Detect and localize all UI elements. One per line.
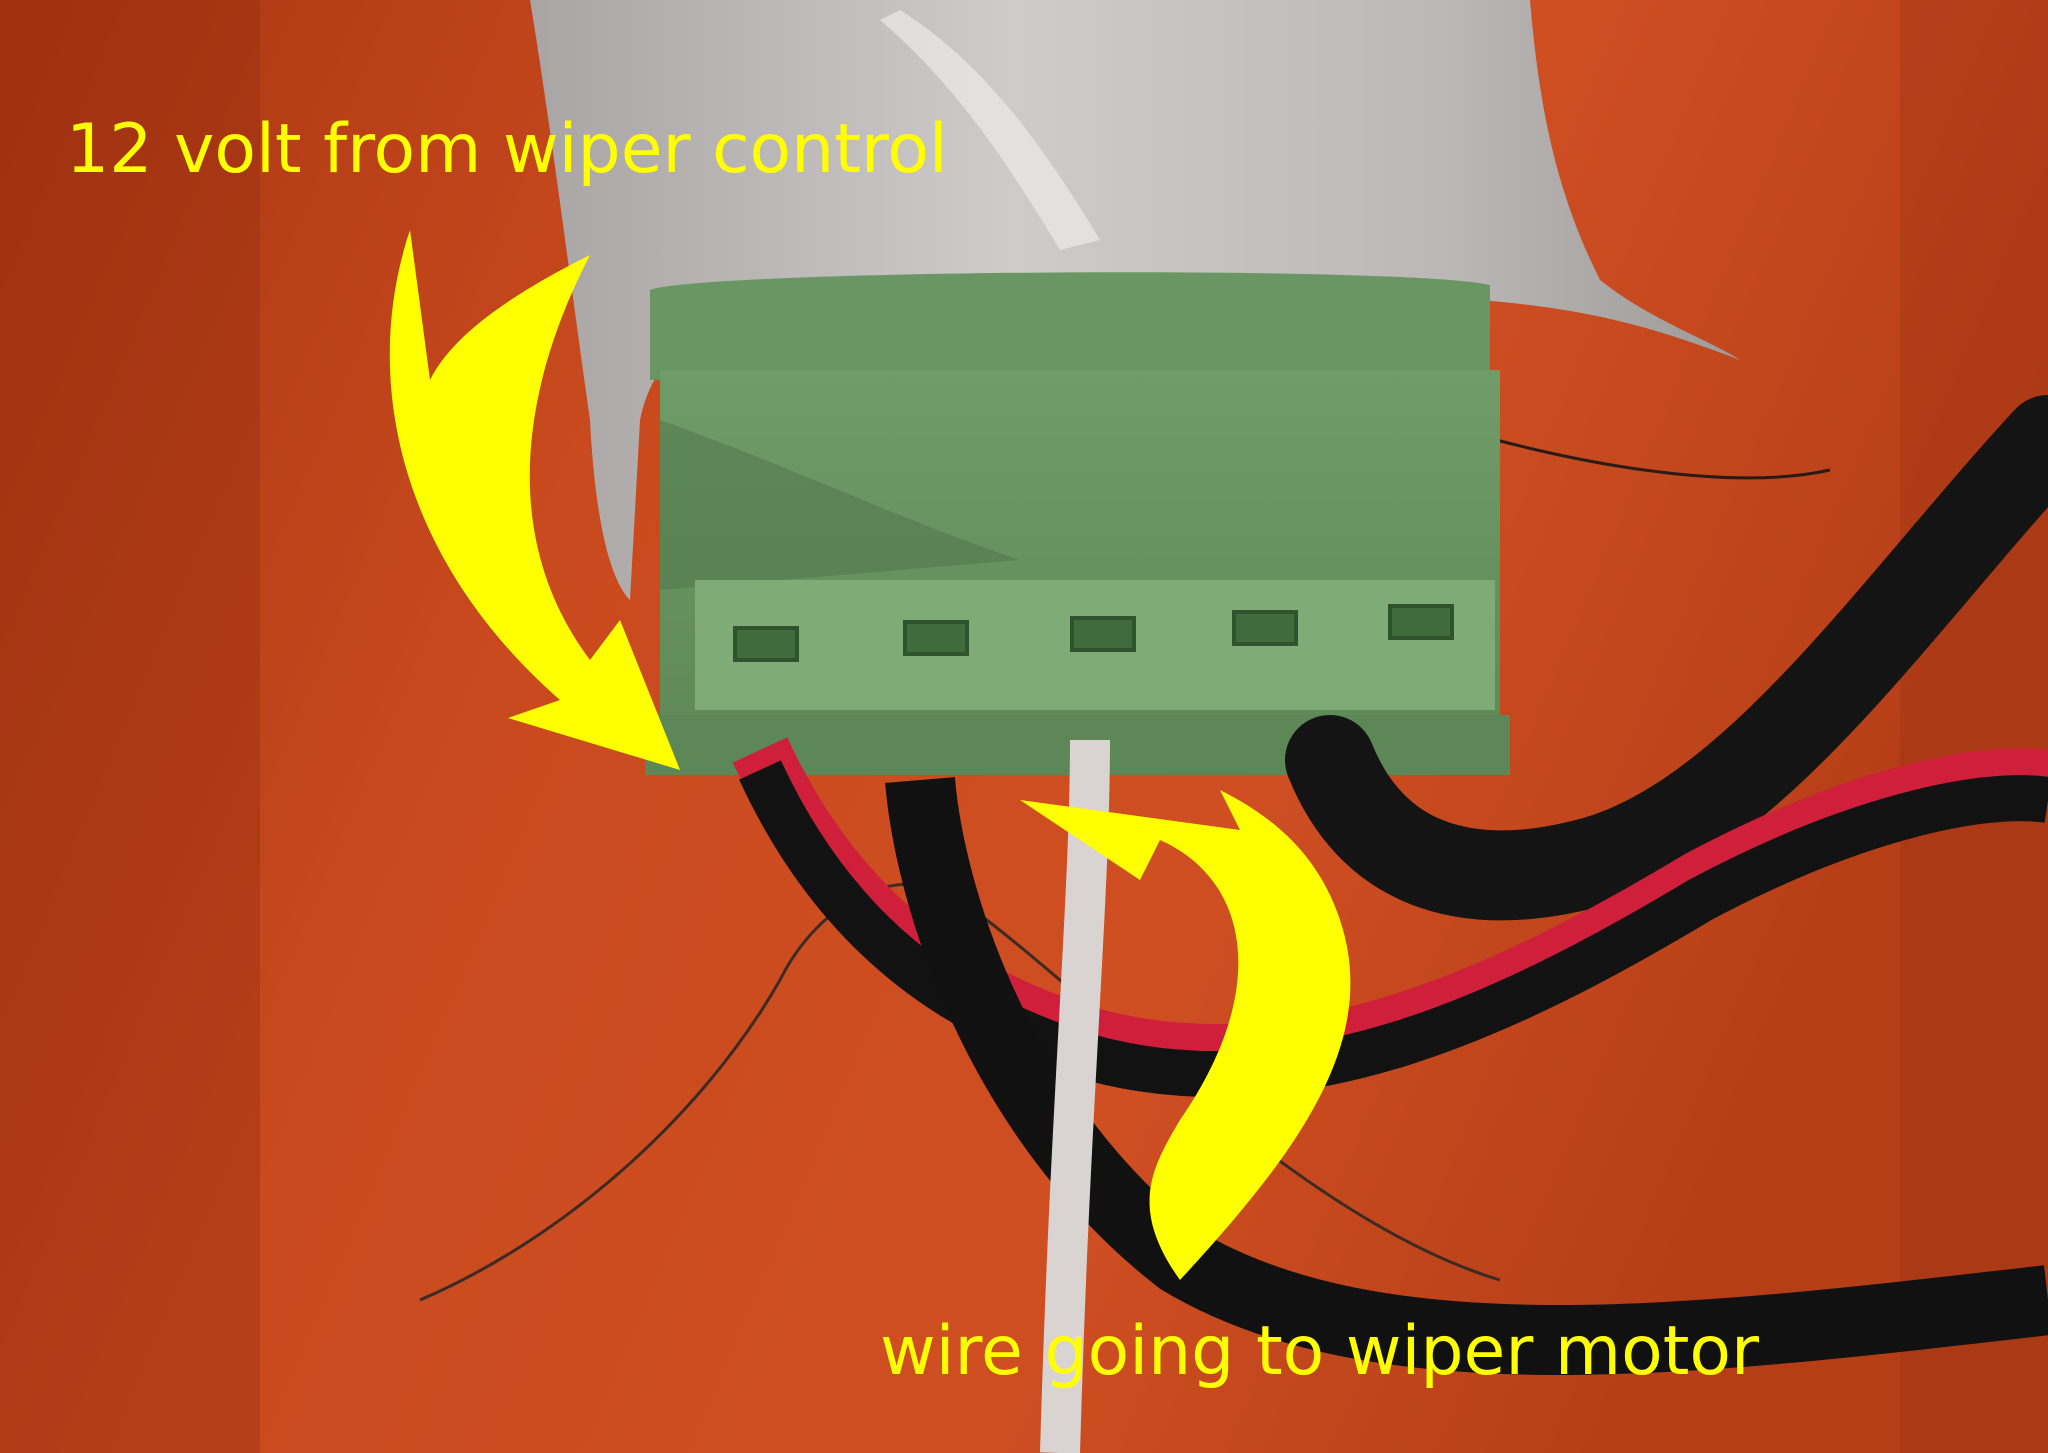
- terminal-slot: [733, 626, 799, 662]
- annotation-bottom: wire going to wiper motor: [880, 1312, 1759, 1391]
- thin-wire-right: [1459, 428, 1831, 480]
- arrow-upper: [389, 230, 680, 770]
- terminal-slot: [1070, 616, 1136, 652]
- terminal-slot: [903, 620, 969, 656]
- black-cable-pair: [739, 760, 2048, 1098]
- connector-shadow: [660, 420, 1020, 590]
- black-cable-right: [1285, 395, 2048, 921]
- background-shadow-right: [1900, 0, 2048, 1453]
- arrow-lower: [1020, 790, 1351, 1280]
- connector-top-ridge: [650, 272, 1490, 380]
- terminal-slots: [733, 604, 1454, 662]
- background-shadow: [0, 0, 260, 1453]
- terminal-slot: [1388, 604, 1454, 640]
- annotation-top: 12 volt from wiper control: [66, 110, 948, 189]
- grey-cover-highlight: [880, 10, 1100, 250]
- terminal-slot: [1232, 610, 1298, 646]
- black-cable-lower: [885, 776, 2048, 1375]
